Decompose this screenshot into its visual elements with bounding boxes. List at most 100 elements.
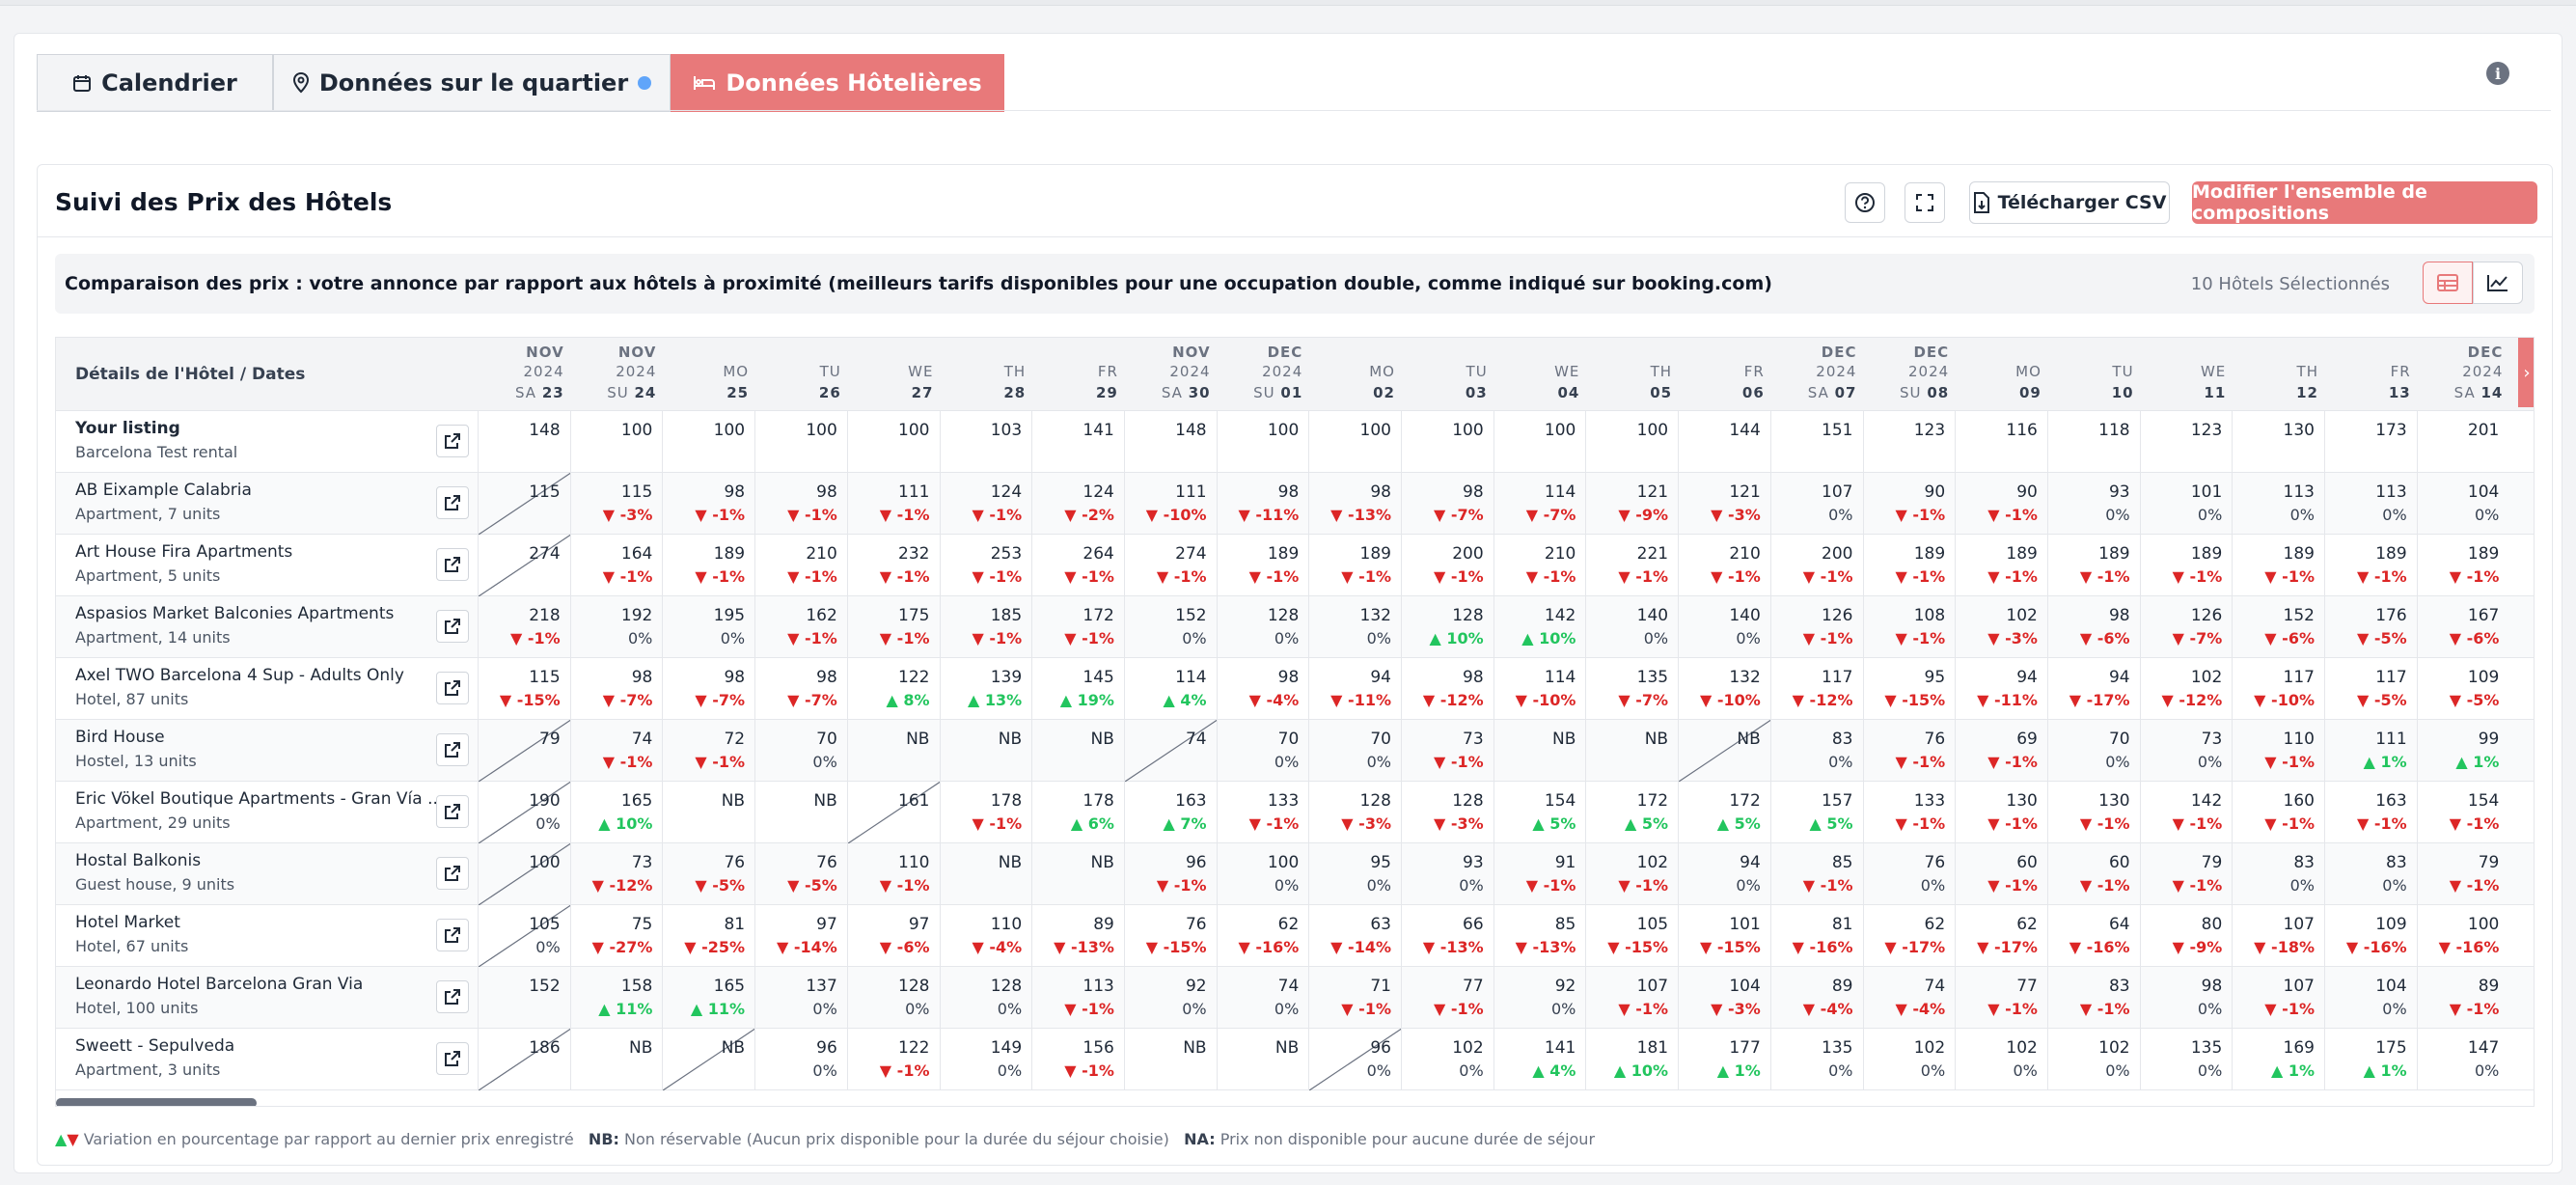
info-icon[interactable] (638, 76, 652, 90)
price-value: 113 (1082, 977, 1114, 996)
modify-compset-button[interactable]: Modifier l'ensemble de compositions (2192, 181, 2537, 224)
comparison-title: Comparaison des prix : votre annonce par… (65, 273, 1772, 294)
price-value: 100 (2467, 915, 2500, 934)
date-day: 03 (1466, 384, 1488, 401)
price-change: ▼ -12% (1422, 691, 1484, 709)
date-header: TH 28 (940, 338, 1032, 411)
price-cell: NB (754, 782, 847, 843)
price-cell: 100 (1308, 411, 1401, 473)
price-change: ▲ 13% (968, 691, 1023, 709)
price-cell: 274 (478, 535, 571, 596)
price-cell: 108 ▼ -1% (1862, 596, 1956, 658)
external-link-button[interactable] (436, 919, 469, 951)
price-change: ▼ -1% (2079, 876, 2130, 895)
price-change: ▼ -14% (776, 938, 837, 956)
price-cell: 100 (1216, 411, 1309, 473)
chart-view-button[interactable] (2473, 262, 2523, 304)
price-change: 0% (1643, 629, 1669, 648)
tab-neighborhood[interactable]: Données sur le quartier (273, 54, 671, 112)
date-year: WE (908, 363, 934, 380)
date-number: 28 (1003, 384, 1027, 401)
hotel-type: Barcelona Test rental (75, 443, 238, 461)
price-cell: 130 (2232, 411, 2324, 473)
download-csv-button[interactable]: Télécharger CSV (1969, 181, 2170, 224)
external-link-button[interactable] (436, 672, 469, 704)
price-value: 162 (806, 606, 837, 625)
map-pin-icon (292, 72, 309, 94)
price-value: 167 (2467, 606, 2500, 625)
price-value: 98 (816, 668, 837, 687)
price-value: 137 (806, 977, 837, 996)
price-cell: 185 ▼ -1% (939, 596, 1032, 658)
price-value: 165 (620, 791, 653, 811)
price-value: 85 (1554, 915, 1576, 934)
price-change: ▼ -1% (2449, 1000, 2500, 1018)
price-change: 0% (1736, 876, 1761, 895)
table-view-button[interactable] (2423, 262, 2473, 304)
price-cell: 75 ▼ -27% (569, 905, 663, 967)
price-change: ▲ 4% (1532, 1061, 1576, 1080)
price-value: 89 (2478, 977, 2500, 996)
price-change: ▼ -1% (2357, 567, 2407, 586)
price-change: ▼ -4% (1895, 1000, 1946, 1018)
price-cell: 160 ▼ -1% (2232, 782, 2324, 843)
price-value: 117 (2375, 668, 2407, 687)
price-change: ▼ -1% (1434, 753, 1484, 771)
external-link-button[interactable] (436, 486, 469, 519)
price-cell: NB (939, 843, 1032, 905)
price-cell: 96 0% (1308, 1029, 1402, 1090)
price-value: 107 (1636, 977, 1669, 996)
price-value: 274 (529, 544, 561, 564)
price-change: ▼ -1% (2357, 814, 2407, 833)
external-link-button[interactable] (436, 610, 469, 643)
external-link-button[interactable] (436, 857, 469, 890)
price-cell: 76 ▼ -5% (754, 843, 847, 905)
date-year: 2024 (1169, 363, 1211, 380)
price-cell: 77 ▼ -1% (1955, 967, 2047, 1029)
price-value: 64 (2108, 915, 2130, 934)
price-change: ▲ 5% (1809, 814, 1853, 833)
price-change: ▼ -14% (1330, 938, 1391, 956)
price-cell: 158 ▲ 11% (569, 967, 663, 1029)
price-cell: 133 ▼ -1% (1862, 782, 1956, 843)
table-row: Leonardo Hotel Barcelona Gran Via Hotel, … (56, 967, 2534, 1029)
price-cell: NB (662, 782, 754, 843)
price-value: NB (1183, 1038, 1207, 1058)
fullscreen-button[interactable] (1905, 182, 1945, 223)
price-cell: 63 ▼ -14% (1308, 905, 1401, 967)
info-icon[interactable]: i (2486, 62, 2509, 85)
price-table: Détails de l'Hôtel / Dates NOV 2024 SA 23 N… (55, 337, 2535, 1107)
price-value: 97 (908, 915, 930, 934)
external-link-button[interactable] (436, 980, 469, 1013)
date-weekday: SA (514, 384, 537, 401)
date-header: TU 26 (754, 338, 847, 411)
price-cell: 116 (1955, 411, 2047, 473)
tab-calendar[interactable]: Calendrier (37, 54, 273, 112)
horizontal-scrollbar[interactable] (56, 1098, 257, 1106)
external-link-button[interactable] (436, 1042, 469, 1075)
external-link-button[interactable] (436, 795, 469, 828)
price-cell: 66 ▼ -13% (1401, 905, 1494, 967)
price-cell: 189 ▼ -1% (2232, 535, 2324, 596)
price-cell: 97 ▼ -14% (754, 905, 847, 967)
tab-hotel-data[interactable]: Données Hôtelières (671, 54, 1004, 112)
price-value: 210 (1544, 544, 1576, 564)
price-cell: 152 0% (1123, 596, 1217, 658)
date-number: 02 (1373, 384, 1395, 401)
date-day: 05 (1650, 384, 1672, 401)
scroll-right-button[interactable]: › (2518, 338, 2534, 407)
price-change: ▼ -3% (602, 506, 653, 524)
up-down-arrows-icon: ▲▼ (55, 1130, 79, 1148)
price-cell: NB (1031, 720, 1124, 782)
external-link-button[interactable] (436, 733, 469, 766)
price-value: NB (721, 1038, 746, 1058)
table-row: Your listing Barcelona Test rental 148 100 1… (56, 411, 2534, 473)
external-link-button[interactable] (436, 548, 469, 581)
help-button[interactable] (1845, 182, 1885, 223)
hotel-name: Eric Vökel Boutique Apartments - Gran Ví… (75, 789, 444, 809)
external-link-button[interactable] (436, 425, 469, 457)
hotel-type: Apartment, 29 units (75, 813, 231, 832)
price-cell: 210 ▼ -1% (754, 535, 847, 596)
price-value: 70 (1370, 730, 1391, 749)
date-month: NOV (526, 344, 564, 361)
